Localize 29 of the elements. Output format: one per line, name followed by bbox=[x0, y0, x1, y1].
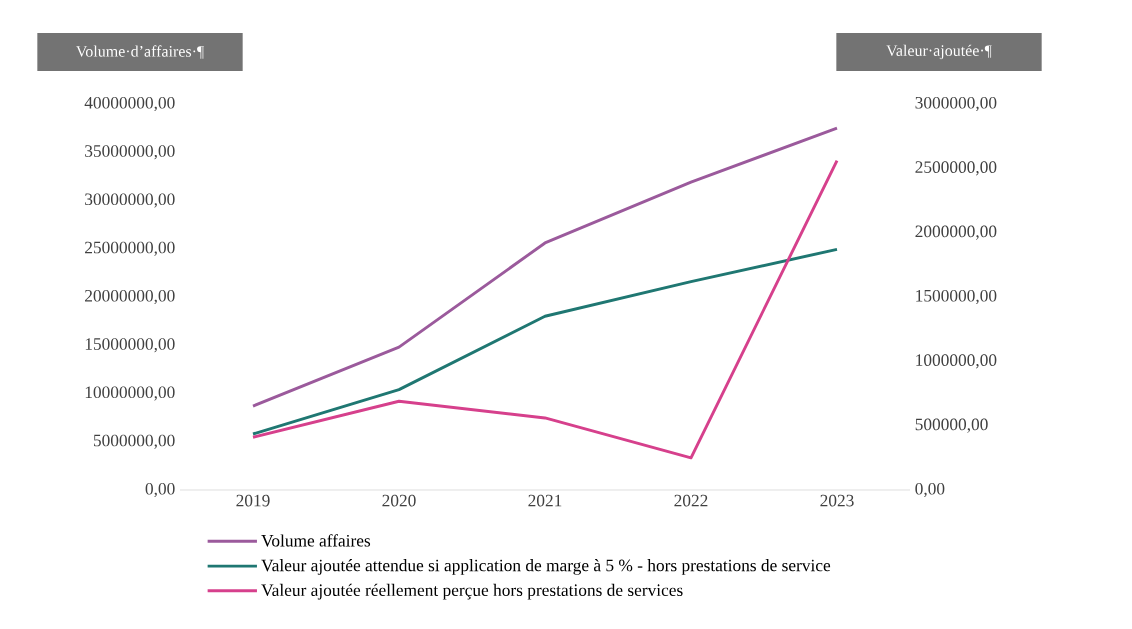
y2-tick-label: 2500000,00 bbox=[915, 161, 997, 176]
y2-tick-label: 0,00 bbox=[915, 482, 945, 498]
line-series bbox=[251, 126, 839, 408]
y-tick-label: 30000000,00 bbox=[85, 193, 175, 208]
y-tick-label: 20000000,00 bbox=[85, 289, 175, 305]
y2-tick-label: 3000000,00 bbox=[915, 96, 997, 112]
y-tick-label: 40000000,00 bbox=[84, 96, 175, 112]
y-axis-title: Volume·d’affaires·¶ bbox=[76, 45, 205, 59]
y-tick-label: 35000000,00 bbox=[85, 145, 175, 160]
y-tick-label: 15000000,00 bbox=[85, 338, 175, 353]
x-tick-label: 2020 bbox=[382, 494, 416, 507]
legend-label: Volume affaires bbox=[261, 534, 371, 547]
legend-label: Valeur ajoutée attendue si application de marge à 5 % - hors prestations de service bbox=[261, 559, 831, 575]
x-tick-label: 2023 bbox=[820, 494, 854, 507]
y2-tick-label: 500000,00 bbox=[915, 418, 988, 433]
y-tick-label: 0,00 bbox=[145, 482, 175, 498]
x-tick-label: 2022 bbox=[674, 494, 708, 507]
line-series bbox=[251, 247, 839, 436]
y2-tick-label: 1500000,00 bbox=[916, 289, 997, 305]
y-tick-label: 5000000,00 bbox=[93, 434, 175, 449]
x-tick-label: 2019 bbox=[236, 494, 270, 507]
y2-tick-label: 2000000,00 bbox=[915, 225, 997, 240]
y2-tick-label: 1000000,00 bbox=[916, 354, 997, 369]
line-series bbox=[251, 159, 839, 460]
x-tick-label: 2021 bbox=[528, 494, 562, 507]
legend-label: Valeur ajoutée réellement perçue hors prestations de services bbox=[261, 583, 683, 600]
y-tick-label: 25000000,00 bbox=[85, 241, 175, 256]
y-tick-label: 10000000,00 bbox=[85, 386, 175, 401]
y2-axis-title: Valeur·ajoutée·¶ bbox=[886, 44, 992, 60]
